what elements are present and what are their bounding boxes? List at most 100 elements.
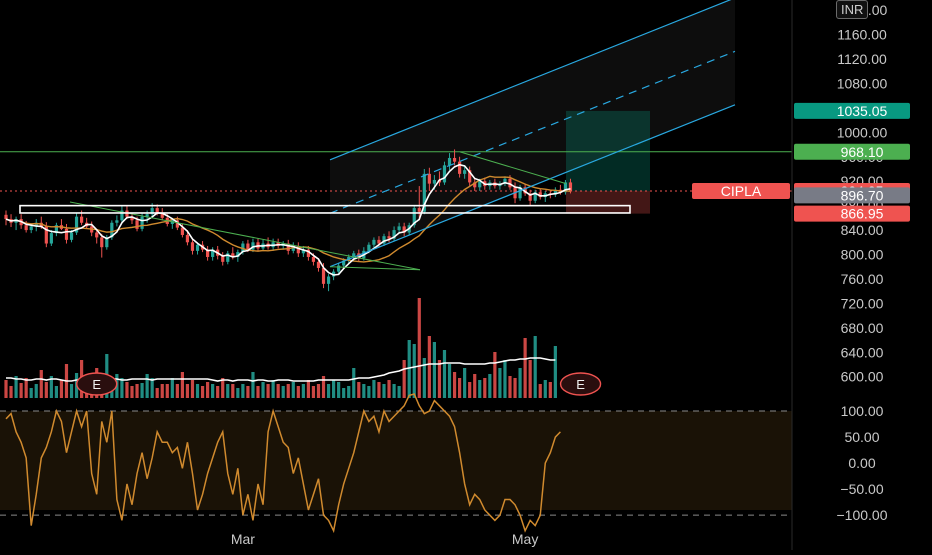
candle-body bbox=[342, 260, 346, 266]
volume-bar bbox=[59, 380, 64, 398]
candle-body bbox=[95, 232, 99, 238]
candle-body bbox=[367, 244, 371, 251]
candle-body bbox=[185, 234, 190, 243]
volume-bar bbox=[362, 384, 366, 398]
volume-bar bbox=[291, 382, 295, 398]
price-tick-label: 680.00 bbox=[841, 320, 884, 336]
volume-bar bbox=[392, 384, 396, 398]
candle-body bbox=[392, 230, 396, 239]
candle-body bbox=[458, 161, 462, 174]
volume-bar bbox=[321, 376, 326, 398]
volume-bar bbox=[160, 384, 164, 398]
time-axis-label: Mar bbox=[231, 531, 255, 547]
candle-body bbox=[326, 276, 331, 284]
volume-bar bbox=[200, 386, 205, 398]
candle-body bbox=[105, 237, 109, 248]
candle-body bbox=[110, 222, 114, 238]
candle-body bbox=[478, 181, 482, 188]
volume-bar bbox=[387, 380, 391, 398]
candle-body bbox=[402, 226, 406, 233]
target-zone bbox=[566, 110, 650, 191]
volume-bar bbox=[452, 372, 457, 398]
candle-body bbox=[34, 222, 38, 227]
volume-bar bbox=[367, 386, 371, 398]
candle-body bbox=[473, 182, 477, 188]
symbol-label-badge bbox=[692, 182, 790, 199]
candle-body bbox=[352, 253, 356, 257]
candle-body bbox=[311, 256, 316, 262]
price-label-text: 896.70 bbox=[841, 187, 884, 203]
volume-bar bbox=[518, 368, 522, 398]
volume-bar bbox=[125, 382, 129, 398]
currency-button[interactable]: INR bbox=[836, 0, 869, 19]
volume-bar bbox=[69, 384, 74, 398]
volume-bar bbox=[432, 342, 436, 398]
price-tick-label: 760.00 bbox=[841, 271, 884, 287]
candle-body bbox=[382, 236, 386, 244]
price-label-badge bbox=[794, 143, 910, 160]
candle-body bbox=[538, 192, 542, 198]
candle-body bbox=[175, 220, 179, 228]
candle-body bbox=[251, 242, 255, 250]
channel-upper-line bbox=[329, 0, 732, 161]
volume-bar bbox=[296, 386, 300, 398]
price-label-badge bbox=[794, 102, 910, 119]
trend-line bbox=[329, 266, 421, 271]
price-tick-label: 840.00 bbox=[841, 222, 884, 238]
price-label-badge bbox=[794, 187, 910, 204]
volume-bar bbox=[417, 298, 421, 398]
volume-bar bbox=[442, 350, 447, 398]
price-label-text: 1035.05 bbox=[837, 103, 888, 119]
volume-bar bbox=[447, 364, 452, 398]
candle-body bbox=[44, 226, 48, 244]
candle-body bbox=[387, 236, 391, 239]
volume-bar bbox=[251, 372, 255, 398]
volume-bar bbox=[120, 378, 124, 398]
candle-body bbox=[226, 253, 230, 262]
oscillator-tick-label: 50.00 bbox=[844, 429, 879, 445]
volume-bar bbox=[155, 388, 159, 398]
candle-body bbox=[432, 179, 436, 184]
time-axis[interactable]: Mar May bbox=[231, 531, 539, 547]
volume-bar bbox=[493, 352, 497, 398]
candle-body bbox=[195, 244, 200, 251]
candle-body bbox=[563, 182, 568, 193]
price-tick-label: 1000.00 bbox=[837, 124, 888, 140]
candle-body bbox=[523, 187, 527, 194]
earnings-marker bbox=[76, 372, 118, 396]
candle-body bbox=[316, 261, 321, 268]
candle-body bbox=[533, 192, 537, 201]
candle-body bbox=[140, 216, 144, 229]
candle-body bbox=[145, 214, 149, 217]
volume-bar bbox=[488, 374, 492, 398]
volume-bar bbox=[145, 374, 149, 398]
volume-bar bbox=[548, 382, 552, 398]
volume-bar bbox=[180, 372, 184, 398]
volume-bar bbox=[206, 382, 210, 398]
candle-body bbox=[49, 233, 53, 244]
candle-body bbox=[412, 208, 416, 226]
volume-bar bbox=[352, 368, 356, 398]
oscillator-line bbox=[5, 393, 561, 534]
volume-bar bbox=[14, 376, 18, 398]
volume-bar bbox=[332, 380, 336, 398]
volume-bar bbox=[24, 378, 28, 398]
volume-bar bbox=[54, 386, 58, 398]
candle-body bbox=[231, 253, 235, 257]
candle-body bbox=[301, 249, 305, 254]
candle-body bbox=[155, 208, 159, 213]
volume-bar bbox=[478, 380, 482, 398]
volume-bar bbox=[170, 378, 174, 398]
candle-body bbox=[397, 226, 401, 231]
volume-bar bbox=[49, 376, 53, 398]
candle-body bbox=[80, 216, 84, 223]
volume-bar bbox=[34, 384, 38, 398]
volume-bar bbox=[185, 384, 190, 398]
volume-bar bbox=[337, 382, 341, 398]
overlays bbox=[5, 163, 571, 276]
volume-bar bbox=[372, 380, 376, 398]
oscillator-pane bbox=[0, 393, 792, 534]
candle-body bbox=[241, 243, 245, 253]
